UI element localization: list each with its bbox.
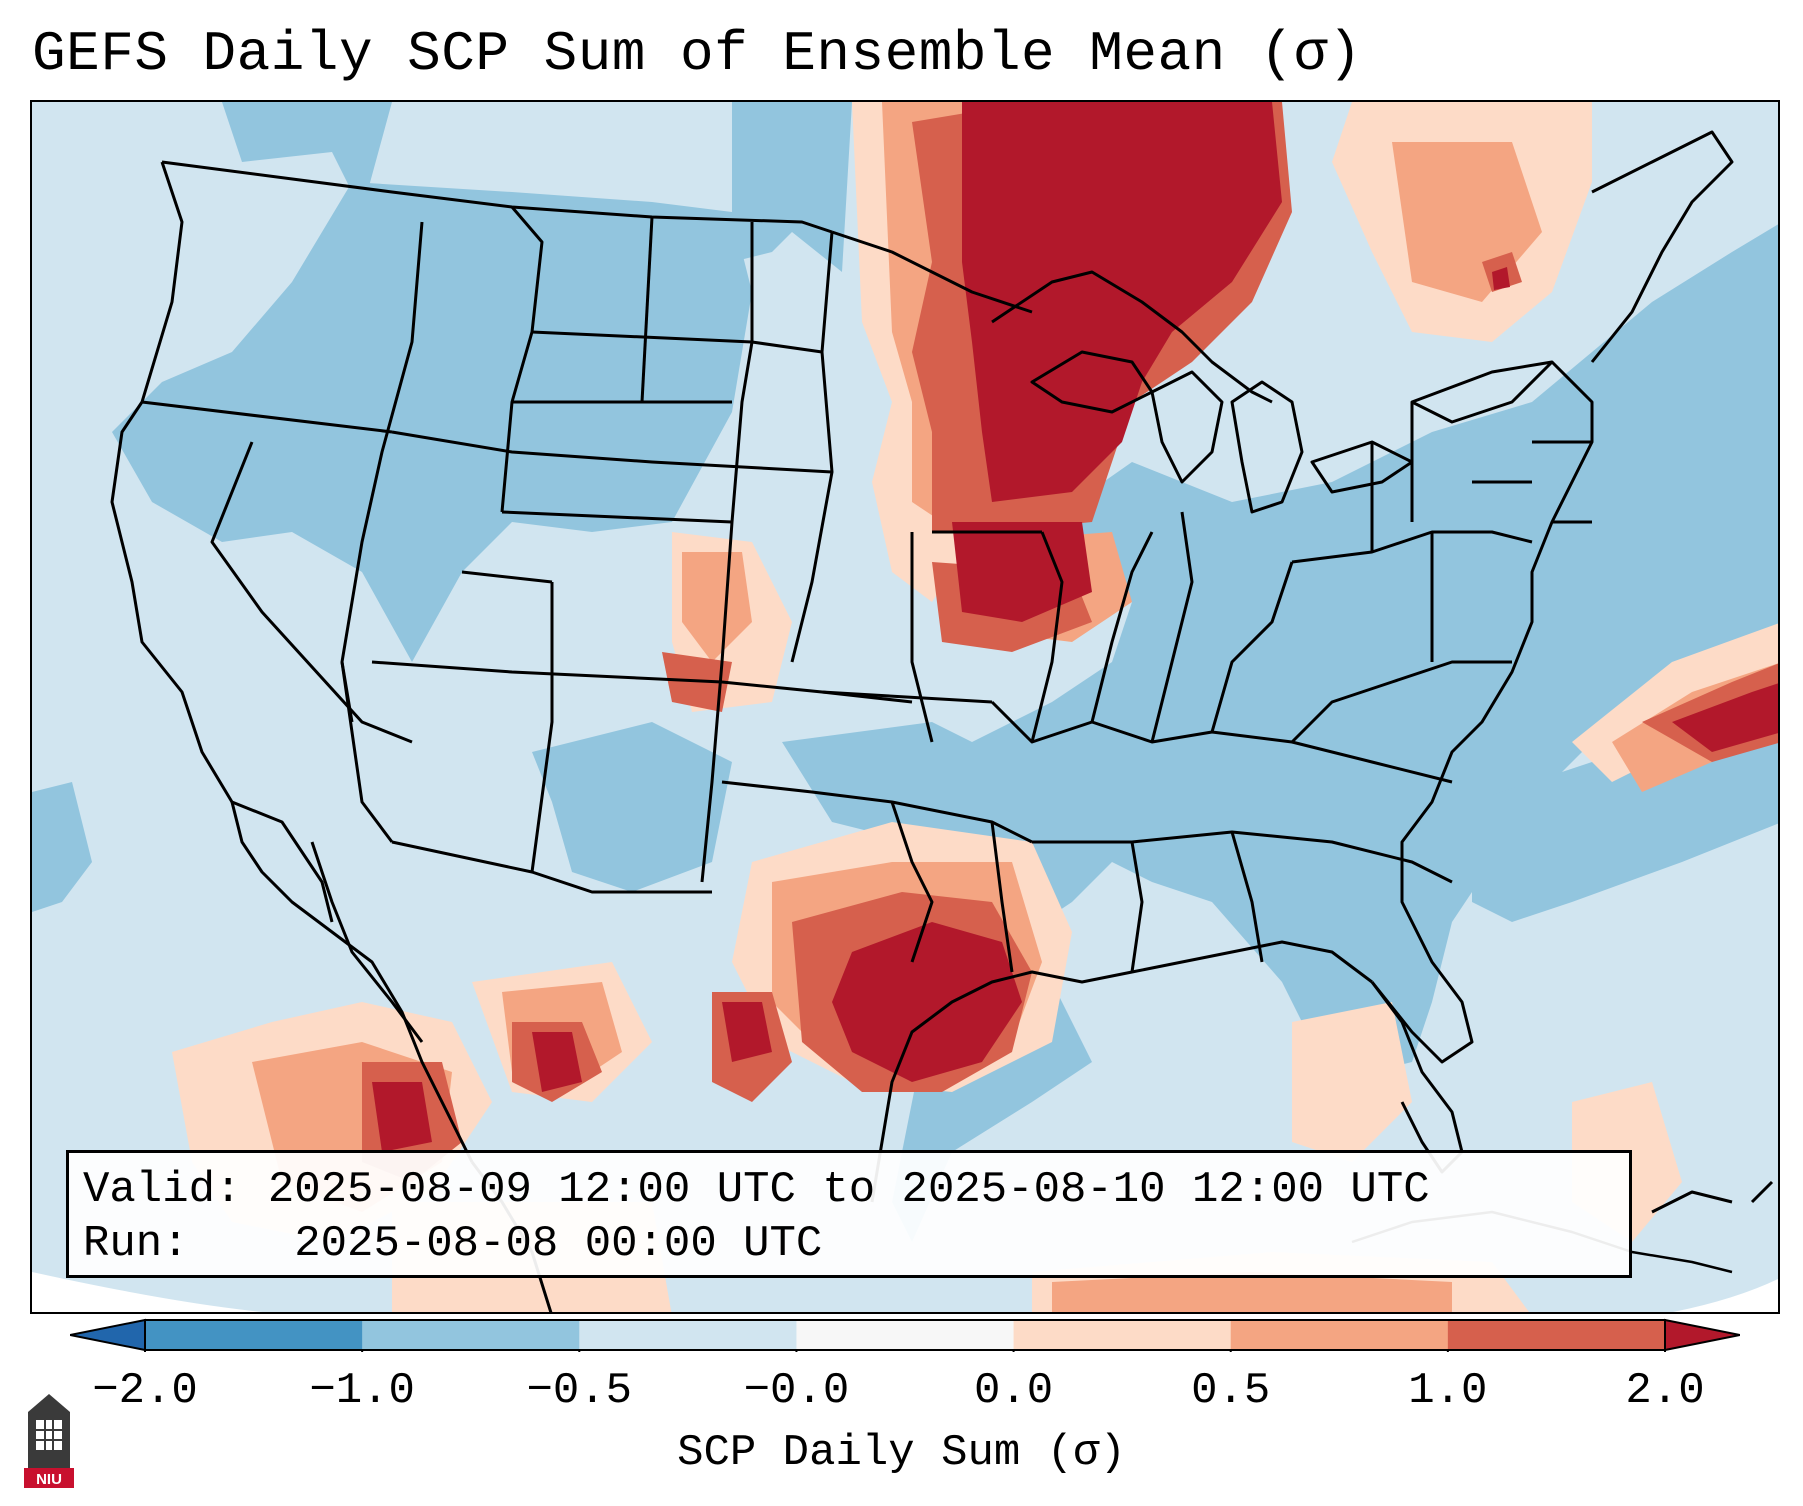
colorbar-bin xyxy=(145,1320,363,1350)
colorbar-tick-label: −1.0 xyxy=(309,1366,415,1416)
valid-value: 2025-08-09 12:00 UTC to 2025-08-10 12:00… xyxy=(267,1165,1430,1215)
map-title: GEFS Daily SCP Sum of Ensemble Mean (σ) xyxy=(32,22,1363,86)
run-row: Run: 2025-08-08 00:00 UTC xyxy=(83,1217,1615,1271)
colorbar-bin xyxy=(362,1320,580,1350)
colorbar-over-extend xyxy=(1664,1318,1741,1352)
projection-edge-right xyxy=(1673,1278,1778,1312)
run-value: 2025-08-08 00:00 UTC xyxy=(294,1219,823,1269)
strong-positive-regions xyxy=(372,102,1778,1152)
valid-run-info-box: Valid: 2025-08-09 12:00 UTC to 2025-08-1… xyxy=(66,1150,1632,1278)
logo-badge xyxy=(24,1468,74,1488)
map-svg xyxy=(32,102,1778,1312)
colorbar-outline xyxy=(144,1319,1666,1351)
colorbar-bin xyxy=(1230,1320,1449,1350)
colorbar-bin xyxy=(796,1320,1015,1350)
colorbar-tick-label: 2.0 xyxy=(1625,1366,1705,1416)
run-label: Run: xyxy=(83,1219,189,1269)
valid-label: Valid: xyxy=(83,1165,242,1215)
colorbar-label: SCP Daily Sum (σ) xyxy=(677,1428,1126,1478)
colorbar-bin xyxy=(1447,1320,1666,1350)
niu-logo: NIU xyxy=(24,1394,74,1488)
logo-window-icon xyxy=(36,1420,62,1450)
colorbar-tick-label: 0.0 xyxy=(973,1366,1054,1416)
colorbar-bin xyxy=(1013,1320,1232,1350)
valid-row: Valid: 2025-08-09 12:00 UTC to 2025-08-1… xyxy=(83,1163,1615,1217)
colorbar-tick-label: −0.0 xyxy=(743,1366,850,1416)
logo-window-grid-icon xyxy=(36,1420,62,1450)
colorbar-tick-label: −2.0 xyxy=(92,1366,198,1416)
colorbar-tick-label: 0.5 xyxy=(1191,1366,1271,1416)
colorbar-bin xyxy=(579,1320,797,1350)
colorbar-tick-label: 1.0 xyxy=(1408,1366,1488,1416)
colorbar-svg xyxy=(69,1318,1741,1352)
projection-edge xyxy=(32,1272,263,1312)
colorbar-tick-label: −0.5 xyxy=(526,1366,633,1416)
logo-text: NIU xyxy=(36,1471,62,1488)
colorbar-under-extend xyxy=(69,1318,146,1352)
colorbar xyxy=(69,1318,1741,1352)
scp-map[interactable] xyxy=(30,100,1780,1314)
